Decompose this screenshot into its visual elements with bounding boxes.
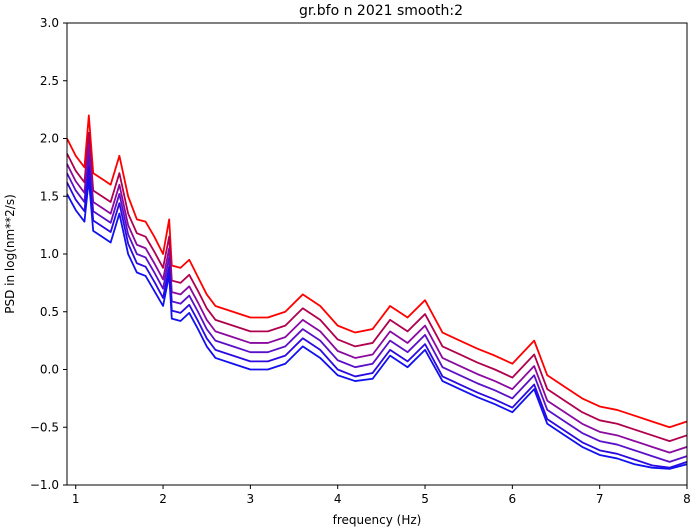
series-line-4 (66, 154, 688, 463)
plot-frame (66, 22, 688, 486)
x-tick-label: 6 (509, 492, 517, 506)
x-tick-label: 7 (596, 492, 604, 506)
y-tick-label: 0.0 (40, 363, 59, 377)
y-axis: −1.0 −0.5 0.0 0.5 1.0 1.5 2.0 2.5 3.0 (30, 16, 67, 492)
series-layer (66, 114, 688, 470)
y-axis-label: PSD in log(nm**2/s) (3, 194, 17, 314)
series-line-2 (66, 131, 688, 443)
y-tick-label: 2.0 (40, 132, 59, 146)
y-tick-label: 3.0 (40, 16, 59, 30)
x-tick-label: 3 (247, 492, 255, 506)
x-tick-label: 5 (421, 492, 429, 506)
chart-title: gr.bfo n 2021 smooth:2 (299, 3, 463, 19)
x-tick-label: 4 (334, 492, 342, 506)
y-tick-label: 2.5 (40, 74, 59, 88)
y-tick-label: −0.5 (30, 420, 59, 434)
series-line-5 (66, 166, 688, 469)
y-tick-label: 1.0 (40, 247, 59, 261)
x-tick-label: 2 (159, 492, 167, 506)
x-tick-label: 8 (683, 492, 691, 506)
x-axis: 1 2 3 4 5 6 7 8 (72, 485, 691, 506)
series-line-6 (66, 178, 688, 470)
y-tick-label: 0.5 (40, 305, 59, 319)
series-line-3 (66, 143, 688, 454)
x-tick-label: 1 (72, 492, 80, 506)
y-tick-label: −1.0 (30, 478, 59, 492)
x-axis-label: frequency (Hz) (333, 513, 422, 527)
series-line-1 (66, 114, 688, 429)
y-tick-label: 1.5 (40, 189, 59, 203)
